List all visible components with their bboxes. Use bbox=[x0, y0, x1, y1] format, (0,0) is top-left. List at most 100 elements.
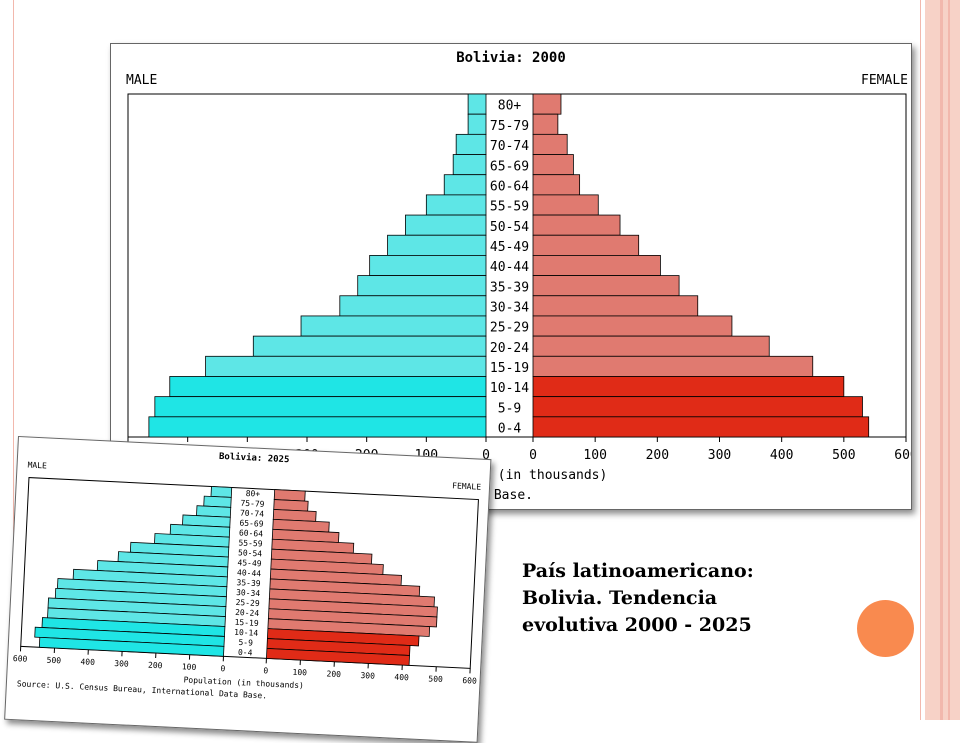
age-group-label: 70-74 bbox=[490, 139, 529, 154]
female-bar bbox=[533, 175, 580, 195]
age-group-label: 45-49 bbox=[237, 558, 262, 568]
male-bar bbox=[301, 316, 486, 336]
age-group-label: 75-79 bbox=[490, 119, 529, 134]
female-bar bbox=[533, 376, 844, 396]
caption-line: País latinoamericano: bbox=[522, 558, 862, 585]
age-group-label: 0-4 bbox=[238, 648, 253, 658]
male-bar bbox=[405, 215, 486, 235]
female-tick-label: 300 bbox=[708, 448, 731, 463]
age-group-label: 80+ bbox=[498, 99, 522, 114]
male-bar bbox=[426, 195, 486, 215]
age-group-label: 65-69 bbox=[239, 519, 264, 529]
female-tick-label: 200 bbox=[646, 448, 669, 463]
female-bar bbox=[533, 336, 769, 356]
age-group-label: 35-39 bbox=[236, 578, 261, 588]
female-bar bbox=[533, 397, 862, 417]
chart-title: Bolivia: 2000 bbox=[456, 50, 566, 66]
male-bar bbox=[370, 255, 486, 275]
age-group-label: 65-69 bbox=[490, 159, 529, 174]
male-tick-label: 100 bbox=[182, 662, 197, 672]
female-bar bbox=[533, 255, 660, 275]
age-group-label: 80+ bbox=[246, 489, 261, 499]
age-group-label: 0-4 bbox=[498, 422, 522, 437]
age-group-label: 5-9 bbox=[238, 638, 253, 648]
male-bar bbox=[468, 94, 486, 114]
caption-line: Bolivia. Tendencia bbox=[522, 585, 862, 612]
age-group-label: 10-14 bbox=[490, 381, 529, 396]
age-group-label: 20-24 bbox=[490, 341, 529, 356]
age-group-label: 35-39 bbox=[490, 280, 529, 295]
female-tick-label: 0 bbox=[263, 666, 268, 675]
female-bar bbox=[533, 134, 567, 154]
male-tick-label: 200 bbox=[148, 661, 163, 671]
male-bar bbox=[206, 356, 486, 376]
male-bar bbox=[456, 134, 486, 154]
female-bar bbox=[533, 155, 573, 175]
female-bar bbox=[533, 296, 698, 316]
age-group-label: 45-49 bbox=[490, 240, 529, 255]
male-bar bbox=[155, 397, 486, 417]
age-group-label: 20-24 bbox=[235, 608, 260, 618]
female-bar bbox=[533, 316, 732, 336]
male-tick-label: 300 bbox=[114, 659, 129, 669]
male-label: MALE bbox=[27, 461, 47, 471]
female-tick-label: 400 bbox=[770, 448, 793, 463]
male-bar bbox=[358, 276, 486, 296]
age-group-label: 30-34 bbox=[236, 588, 261, 598]
male-bar bbox=[253, 336, 486, 356]
male-bar bbox=[444, 175, 486, 195]
age-group-label: 50-54 bbox=[490, 220, 529, 235]
male-bar bbox=[204, 496, 232, 507]
male-tick-label: 400 bbox=[80, 657, 95, 667]
female-tick-label: 500 bbox=[832, 448, 855, 463]
female-tick-label: 600 bbox=[462, 676, 477, 686]
accent-circle bbox=[857, 600, 914, 657]
age-group-label: 10-14 bbox=[234, 628, 259, 638]
age-group-label: 50-54 bbox=[238, 548, 263, 558]
male-bar bbox=[468, 114, 486, 134]
female-tick-label: 200 bbox=[326, 669, 341, 679]
age-group-label: 15-19 bbox=[490, 361, 529, 376]
female-bar bbox=[533, 195, 598, 215]
age-group-label: 40-44 bbox=[237, 568, 262, 578]
age-group-label: 5-9 bbox=[498, 401, 521, 416]
male-bar bbox=[149, 417, 486, 437]
pyramid-2025-svg: Bolivia: 2025MALEFEMALE80+75-7970-7465-6… bbox=[5, 437, 490, 742]
age-group-label: 40-44 bbox=[490, 260, 529, 275]
female-bar bbox=[533, 114, 558, 134]
age-group-label: 70-74 bbox=[240, 509, 265, 519]
female-bar bbox=[533, 94, 561, 114]
population-pyramid-2000: Bolivia: 2000 MALE FEMALE 80+ 75-79 70-74 65-6… bbox=[110, 43, 912, 510]
age-group-label: 60-64 bbox=[239, 528, 264, 538]
age-group-label: 60-64 bbox=[490, 179, 529, 194]
female-tick-label: 300 bbox=[360, 671, 375, 681]
chart-title: Bolivia: 2025 bbox=[219, 451, 290, 465]
slide-border-right bbox=[920, 0, 921, 720]
female-tick-label: 0 bbox=[529, 448, 537, 463]
age-group-label: 30-34 bbox=[490, 301, 529, 316]
female-tick-label: 100 bbox=[583, 448, 606, 463]
male-bar bbox=[388, 235, 486, 255]
male-label: MALE bbox=[126, 73, 157, 88]
female-bar bbox=[533, 215, 620, 235]
female-tick-label: 100 bbox=[292, 668, 307, 678]
slide-caption: País latinoamericano: Bolivia. Tendencia… bbox=[522, 558, 862, 639]
female-label: FEMALE bbox=[861, 73, 908, 88]
male-bar bbox=[453, 155, 486, 175]
male-bar bbox=[170, 376, 486, 396]
female-bar bbox=[533, 235, 639, 255]
caption-line: evolutiva 2000 - 2025 bbox=[522, 612, 862, 639]
male-tick-label: 600 bbox=[13, 654, 28, 664]
female-bar bbox=[274, 490, 305, 501]
slide-border-stripe bbox=[940, 0, 943, 720]
female-bar bbox=[533, 276, 679, 296]
female-tick-label: 600 bbox=[894, 448, 911, 463]
male-tick-label: 0 bbox=[220, 664, 225, 673]
female-tick-label: 400 bbox=[394, 673, 409, 683]
female-tick-label: 500 bbox=[428, 674, 443, 684]
age-group-label: 55-59 bbox=[238, 538, 263, 548]
pyramid-2000-svg: Bolivia: 2000 MALE FEMALE 80+ 75-79 70-74 65-6… bbox=[111, 44, 911, 509]
female-bar bbox=[533, 356, 813, 376]
slide-border-stripe bbox=[948, 0, 950, 720]
